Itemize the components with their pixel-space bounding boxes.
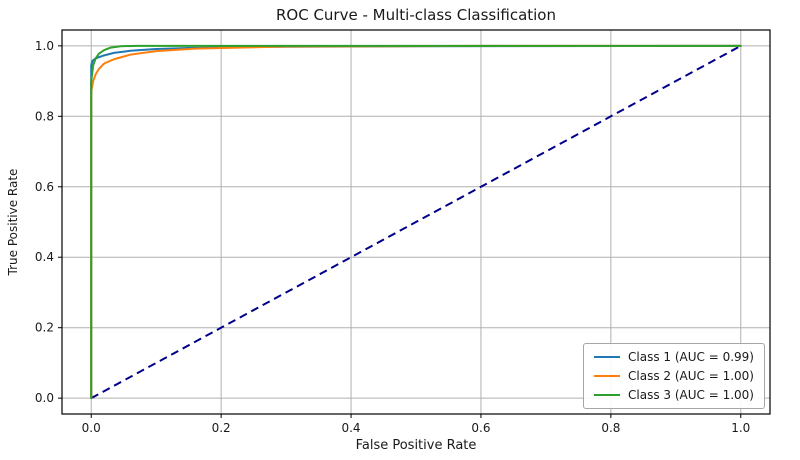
legend-line-swatch (594, 356, 621, 358)
legend-item-class-1: Class 1 (AUC = 0.99) (594, 350, 754, 364)
y-tick-label: 0.0 (35, 391, 54, 405)
roc-curve-class-3 (90, 44, 742, 400)
legend-label: Class 1 (AUC = 0.99) (628, 350, 754, 364)
chance-diagonal-line (90, 44, 742, 400)
x-axis-label: False Positive Rate (355, 438, 477, 453)
x-tick-label: 0.6 (471, 421, 490, 435)
legend-line-swatch (594, 375, 621, 377)
y-axis-label: True Positive Rate (6, 168, 20, 276)
x-tick-label: 0.4 (341, 421, 360, 435)
x-tick-label: 0.8 (601, 421, 620, 435)
y-tick-label: 0.4 (35, 250, 54, 264)
legend-item-class-2: Class 2 (AUC = 1.00) (594, 369, 754, 383)
x-tick-label: 0.0 (82, 421, 101, 435)
legend-line-swatch (594, 394, 621, 396)
x-tick-label: 1.0 (731, 421, 750, 435)
chart-title: ROC Curve - Multi-class Classification (275, 6, 556, 24)
y-tick-label: 1.0 (35, 39, 54, 53)
y-tick-label: 0.2 (35, 321, 54, 335)
y-tick-label: 0.6 (35, 180, 54, 194)
legend-item-class-3: Class 3 (AUC = 1.00) (594, 388, 754, 402)
plot-border (61, 29, 771, 415)
legend-label: Class 2 (AUC = 1.00) (628, 369, 754, 383)
x-tick-label: 0.2 (212, 421, 231, 435)
legend: Class 1 (AUC = 0.99) Class 2 (AUC = 1.00)… (583, 343, 765, 409)
legend-label: Class 3 (AUC = 1.00) (628, 388, 754, 402)
y-tick-label: 0.8 (35, 109, 54, 123)
